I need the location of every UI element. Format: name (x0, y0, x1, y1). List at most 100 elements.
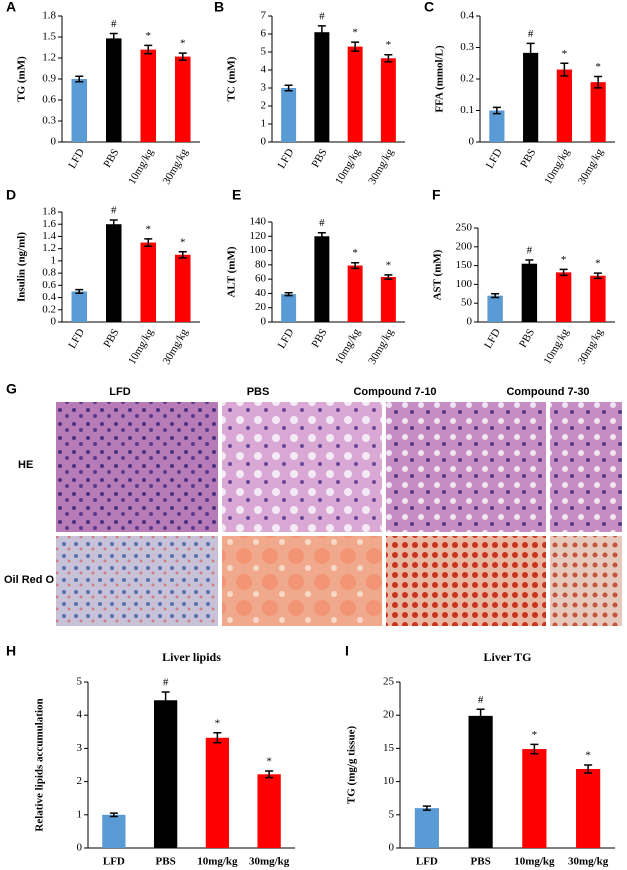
significance-marker: * (180, 236, 186, 248)
error-bar (351, 261, 360, 270)
error-bar (109, 219, 118, 230)
x-tick-label: LFD (276, 147, 297, 171)
y-tick-label: 200 (456, 240, 473, 252)
y-tick-label: 50 (461, 297, 473, 309)
error-bar (422, 805, 431, 811)
x-tick-label: LFD (276, 327, 297, 351)
significance-marker: * (386, 39, 392, 51)
significance-marker: * (215, 717, 221, 729)
x-tick-label: 10mg/kg (541, 326, 571, 366)
significance-marker: # (319, 10, 325, 22)
y-tick-label: 1 (77, 808, 83, 820)
error-bar (476, 708, 485, 724)
y-tick-label: 0 (469, 136, 475, 148)
y-axis-label: TG (mg/g tissue) (346, 726, 358, 805)
significance-marker: * (266, 756, 272, 768)
error-bar (351, 41, 360, 52)
y-tick-label: 0.9 (42, 73, 56, 85)
y-tick-label: 100 (456, 278, 473, 290)
y-tick-label: 2 (261, 100, 267, 112)
x-tick-label: 30mg/kg (249, 856, 290, 868)
y-tick-label: 60 (255, 273, 267, 285)
y-tick-label: 120 (250, 230, 267, 242)
y-tick-label: 5 (77, 676, 83, 688)
histology-image (550, 536, 622, 626)
error-bar (109, 32, 118, 45)
bar (102, 814, 126, 848)
y-axis-label: TC (mM) (226, 56, 238, 101)
y-axis-label: ALT (mM) (226, 246, 238, 297)
significance-marker: * (595, 61, 601, 73)
x-tick-label: 10mg/kg (333, 146, 363, 186)
y-tick-label: 80 (255, 258, 267, 270)
y-tick-label: 1.5 (42, 31, 56, 43)
x-tick-label: LFD (482, 327, 503, 351)
y-tick-label: 150 (456, 259, 473, 271)
significance-marker: # (111, 18, 117, 30)
bar (314, 236, 330, 322)
panel-letter: C (424, 0, 434, 15)
y-tick-label: 0.4 (42, 291, 56, 303)
panel-letter: G (6, 381, 17, 397)
bar (105, 224, 122, 322)
y-tick-label: 1.2 (42, 242, 56, 254)
x-tick-label: LFD (484, 147, 505, 171)
x-tick-label: PBS (101, 147, 121, 170)
bar (487, 295, 503, 322)
x-tick-label: 10mg/kg (197, 856, 238, 868)
error-bar (384, 53, 393, 63)
x-tick-label: 10mg/kg (333, 326, 363, 366)
panel-letter: B (214, 0, 224, 15)
y-tick-label: 5 (261, 46, 267, 58)
bar (281, 294, 297, 322)
x-tick-label: 10mg/kg (126, 326, 156, 366)
x-tick-label: 30mg/kg (576, 146, 606, 186)
x-tick-label: 30mg/kg (366, 326, 396, 366)
error-bar (584, 764, 593, 774)
error-bar (161, 691, 170, 710)
y-tick-label: 1 (261, 118, 267, 130)
bar (489, 110, 505, 142)
error-bar (530, 743, 539, 755)
y-tick-label: 1 (51, 254, 57, 266)
y-tick-label: 1.4 (42, 230, 56, 242)
bar (257, 774, 281, 848)
histology-image (56, 402, 218, 532)
x-tick-label: PBS (309, 147, 329, 170)
x-tick-label: PBS (156, 856, 176, 868)
y-axis-label: AST (mM) (432, 249, 444, 300)
x-tick-label: 30mg/kg (576, 326, 606, 366)
bar (174, 254, 191, 322)
error-bar (75, 75, 84, 83)
bar (523, 52, 539, 143)
y-tick-label: 0.6 (42, 279, 56, 291)
y-tick-label: 0 (261, 136, 267, 148)
histology-image (386, 402, 546, 532)
y-tick-label: 4 (77, 709, 83, 721)
significance-marker: * (352, 27, 358, 39)
bar (556, 69, 572, 142)
y-tick-label: 15 (383, 742, 395, 754)
error-bar (594, 75, 603, 89)
y-tick-label: 0.2 (460, 73, 474, 85)
error-bar (559, 268, 568, 277)
x-tick-label: LFD (103, 856, 125, 868)
error-bar (265, 770, 274, 779)
error-bar (384, 274, 393, 280)
significance-marker: # (527, 244, 533, 256)
y-tick-label: 0 (467, 316, 473, 328)
y-axis-label: Insulin (ng/ml) (16, 232, 28, 302)
y-tick-label: 6 (261, 28, 267, 40)
y-tick-label: 0.6 (42, 94, 56, 106)
error-bar (178, 250, 187, 259)
panel-letter: I (345, 643, 349, 659)
column-header: Compound 7-10 (353, 386, 436, 398)
histology-image (56, 536, 218, 626)
error-bar (317, 25, 326, 40)
significance-marker: # (319, 217, 325, 229)
y-tick-label: 0.8 (42, 267, 56, 279)
bar (347, 265, 363, 322)
x-tick-label: 30mg/kg (161, 146, 191, 186)
x-tick-label: LFD (66, 147, 87, 171)
